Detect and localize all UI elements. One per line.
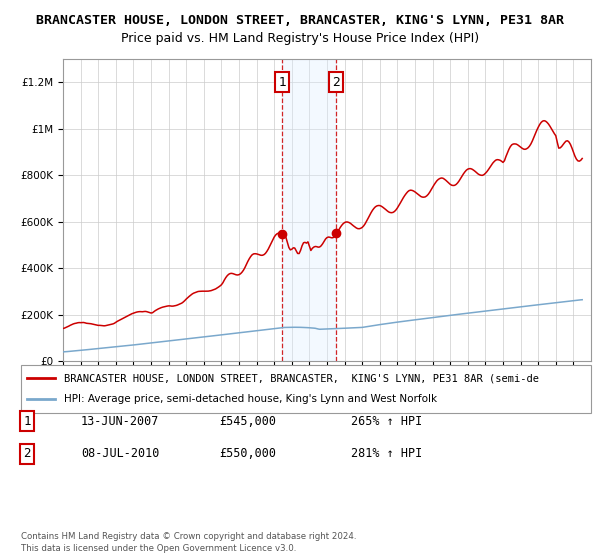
Text: 13-JUN-2007: 13-JUN-2007: [81, 414, 160, 428]
Text: 1: 1: [278, 76, 286, 88]
Text: 2: 2: [332, 76, 340, 88]
Text: 1: 1: [23, 414, 31, 428]
Text: BRANCASTER HOUSE, LONDON STREET, BRANCASTER,  KING'S LYNN, PE31 8AR (semi-de: BRANCASTER HOUSE, LONDON STREET, BRANCAS…: [64, 374, 539, 384]
Text: BRANCASTER HOUSE, LONDON STREET, BRANCASTER, KING'S LYNN, PE31 8AR: BRANCASTER HOUSE, LONDON STREET, BRANCAS…: [36, 14, 564, 27]
Text: HPI: Average price, semi-detached house, King's Lynn and West Norfolk: HPI: Average price, semi-detached house,…: [64, 394, 437, 404]
Text: £550,000: £550,000: [219, 447, 276, 460]
Text: £545,000: £545,000: [219, 414, 276, 428]
Text: 281% ↑ HPI: 281% ↑ HPI: [351, 447, 422, 460]
Text: 265% ↑ HPI: 265% ↑ HPI: [351, 414, 422, 428]
FancyBboxPatch shape: [21, 365, 591, 413]
Text: 2: 2: [23, 447, 31, 460]
Text: 08-JUL-2010: 08-JUL-2010: [81, 447, 160, 460]
Text: This data is licensed under the Open Government Licence v3.0.: This data is licensed under the Open Gov…: [21, 544, 296, 553]
Text: Price paid vs. HM Land Registry's House Price Index (HPI): Price paid vs. HM Land Registry's House …: [121, 32, 479, 45]
Text: Contains HM Land Registry data © Crown copyright and database right 2024.: Contains HM Land Registry data © Crown c…: [21, 532, 356, 541]
Bar: [282, 59, 336, 361]
